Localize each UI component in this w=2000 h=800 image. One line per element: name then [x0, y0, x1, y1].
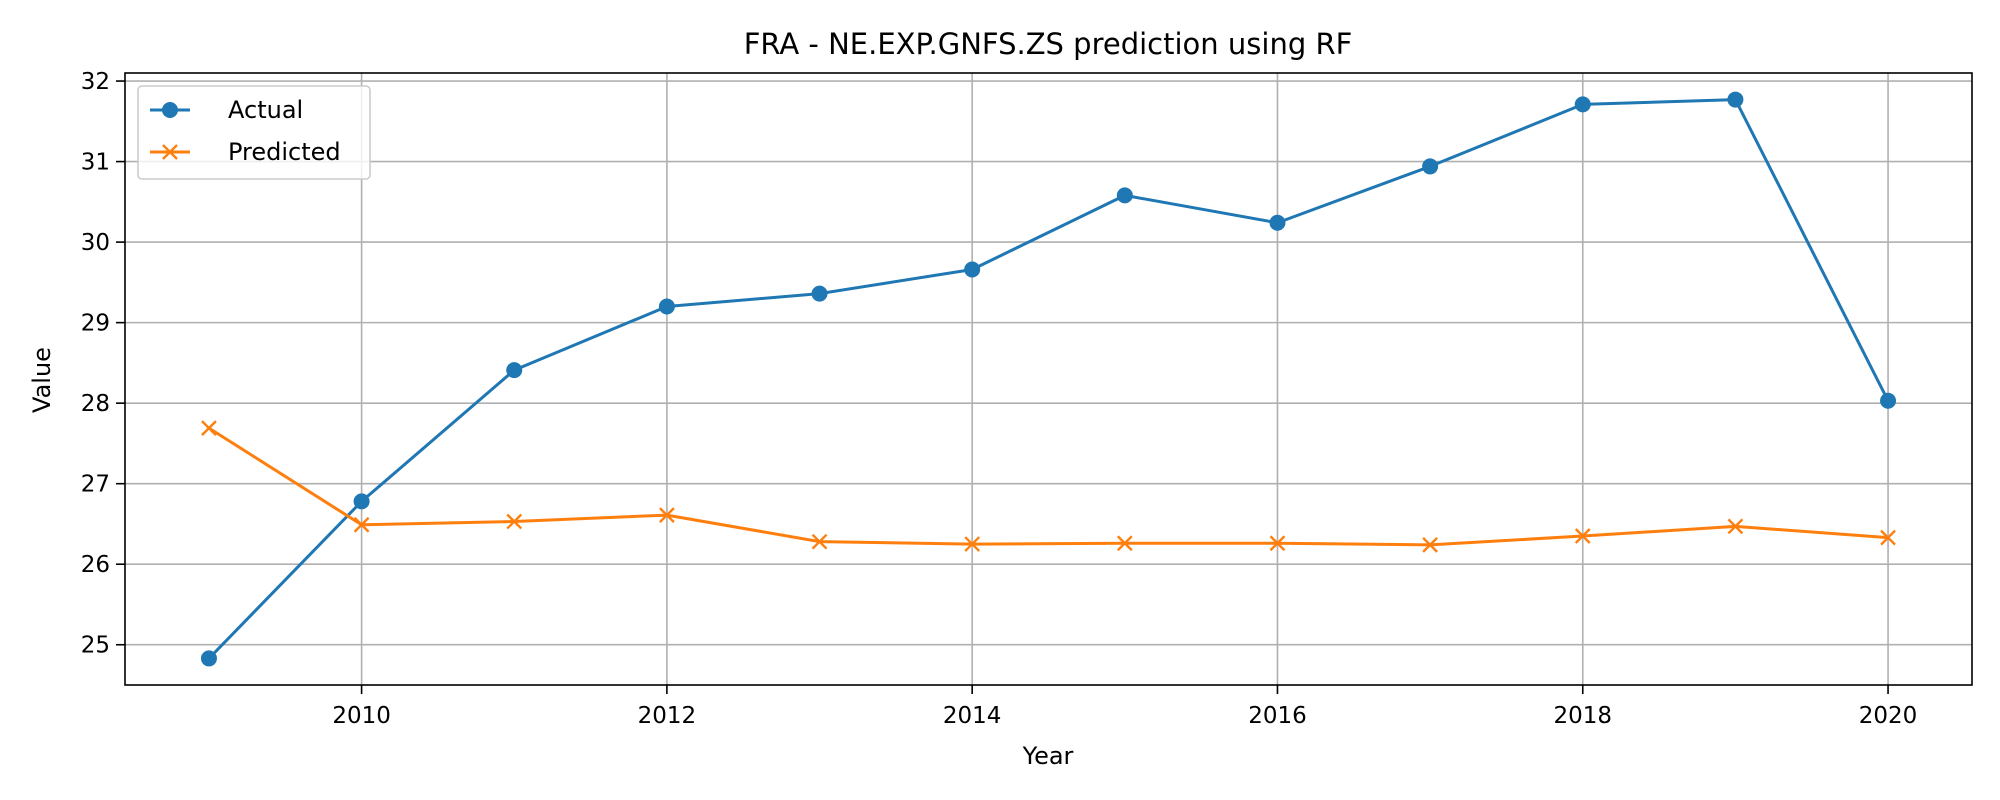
- legend-box: [137, 85, 371, 180]
- legend-actual-label: Actual: [228, 96, 303, 124]
- actual-point: [1880, 392, 1897, 409]
- grid-lines: [125, 73, 1972, 685]
- y-tick-label: 27: [81, 472, 110, 498]
- y-tick-label: 28: [81, 391, 110, 417]
- y-tick-label: 26: [81, 552, 110, 578]
- predicted-point: [811, 533, 828, 550]
- series-layer: [200, 91, 1897, 667]
- predicted-point: [506, 513, 523, 530]
- actual-point: [1727, 91, 1744, 108]
- actual-point: [658, 298, 675, 315]
- legend: Actual Predicted: [137, 85, 371, 180]
- predicted-point: [1880, 529, 1896, 546]
- plot-frame: [124, 72, 1973, 686]
- actual-point: [1422, 158, 1439, 175]
- legend-predicted-label: Predicted: [228, 138, 341, 166]
- x-axis-label: Year: [1022, 742, 1074, 770]
- predicted-point: [1422, 537, 1438, 553]
- chart-title: FRA - NE.EXP.GNFS.ZS prediction using RF: [744, 27, 1353, 61]
- y-tick-label: 32: [81, 69, 110, 95]
- actual-point: [1269, 214, 1286, 231]
- actual-point: [1116, 187, 1133, 204]
- actual-point: [811, 285, 828, 302]
- actual-point: [353, 493, 370, 510]
- actual-point: [200, 650, 217, 667]
- x-tick-label: 2010: [332, 703, 391, 729]
- legend-predicted-marker: [162, 144, 178, 160]
- actual-series: [200, 91, 1897, 667]
- x-tick-label: 2018: [1553, 703, 1612, 729]
- predicted-line: [208, 426, 1889, 547]
- x-tick-label: 2014: [943, 703, 1002, 729]
- predicted-point: [1574, 528, 1591, 544]
- predicted-point: [659, 507, 675, 523]
- actual-line: [207, 98, 1890, 660]
- x-tick-label: 2012: [638, 703, 697, 729]
- x-tick-label: 2020: [1859, 703, 1918, 729]
- predicted-point: [1727, 518, 1744, 535]
- y-tick-label: 25: [81, 633, 110, 659]
- y-tick-label: 31: [81, 150, 110, 176]
- predicted-series: [201, 420, 1896, 553]
- y-tick-label: 30: [81, 230, 110, 256]
- actual-point: [1574, 96, 1591, 113]
- legend-actual-marker: [162, 102, 178, 118]
- y-tick-label: 29: [81, 311, 110, 337]
- x-tick-label: 2016: [1248, 703, 1307, 729]
- actual-point: [964, 261, 981, 278]
- predicted-point: [353, 516, 370, 533]
- predicted-point: [201, 420, 217, 436]
- axis-ticks: 2010 2012 2014 2016 2018 2020 25 26 27 28 29 30 31 32: [81, 69, 1918, 729]
- predicted-point: [964, 536, 981, 552]
- predicted-point: [1269, 535, 1286, 552]
- actual-point: [506, 362, 523, 379]
- y-axis-label: Value: [28, 347, 56, 413]
- predicted-point: [1116, 535, 1133, 552]
